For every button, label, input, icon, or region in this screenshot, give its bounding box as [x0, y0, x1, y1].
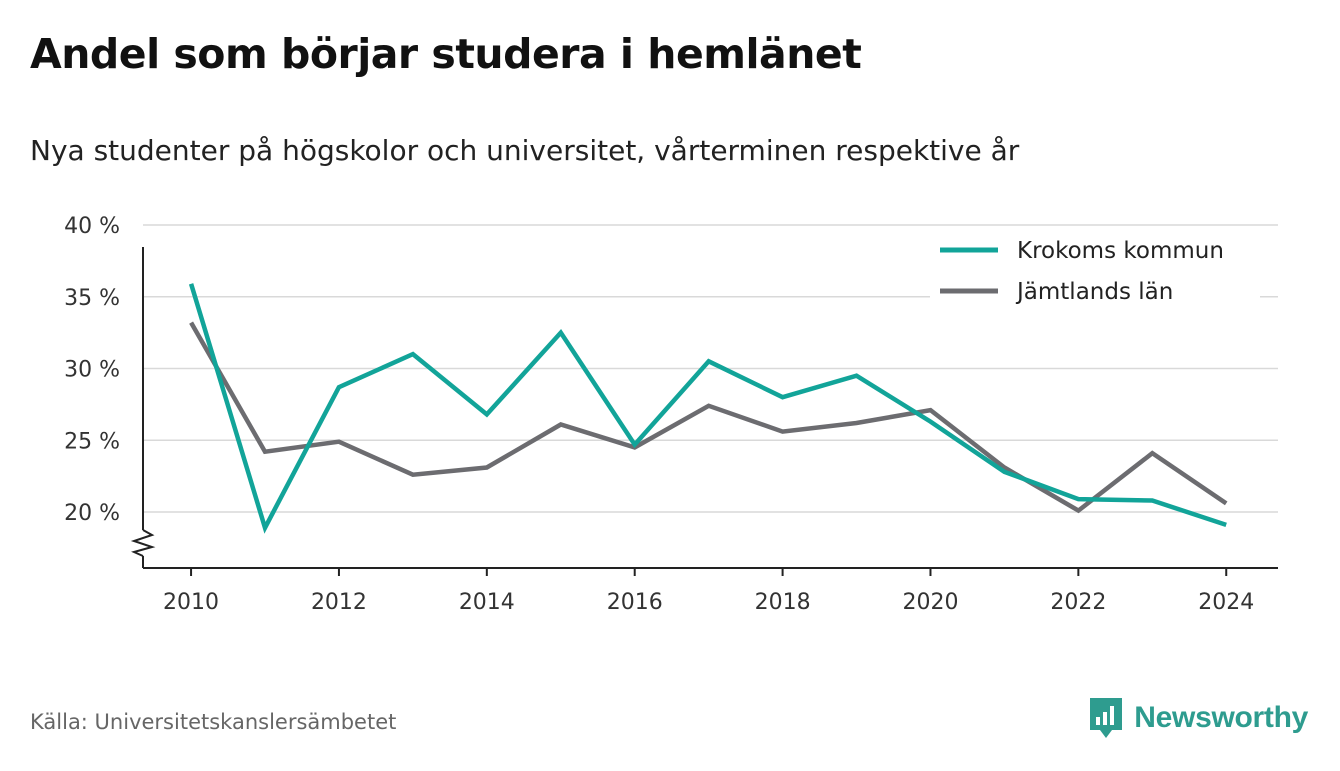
- y-axis-break-mark: [130, 529, 156, 557]
- source-note: Källa: Universitetskanslersämbetet: [30, 710, 397, 734]
- bar-chart-speech-bubble-icon: [1090, 698, 1123, 738]
- newsworthy-logo[interactable]: Newsworthy: [1088, 696, 1308, 740]
- x-tick-label: 2020: [902, 590, 958, 615]
- x-tick-label: 2012: [311, 590, 367, 615]
- series-lines: [188, 283, 1228, 534]
- axes: [130, 247, 1278, 576]
- x-tick-label: 2022: [1050, 590, 1106, 615]
- x-axis-labels: 2010 2012 2014 2016 2018 2020 2022 2024: [163, 590, 1254, 615]
- x-tick-label: 2014: [459, 590, 515, 615]
- x-tick-label: 2024: [1198, 590, 1254, 615]
- series-line-jämtlands-län: [189, 321, 1228, 514]
- legend: Krokoms kommun Jämtlands län: [930, 236, 1260, 305]
- legend-label: Jämtlands län: [1015, 279, 1173, 305]
- chart-subtitle: Nya studenter på högskolor och universit…: [30, 134, 1020, 167]
- brand-name: Newsworthy: [1134, 701, 1308, 734]
- legend-label: Krokoms kommun: [1017, 238, 1224, 264]
- x-tick-label: 2010: [163, 590, 219, 615]
- y-tick-label: 20 %: [64, 501, 120, 526]
- y-axis-labels: 20 % 25 % 30 % 35 % 40 %: [64, 214, 120, 526]
- y-tick-label: 40 %: [64, 214, 120, 239]
- y-tick-label: 30 %: [64, 358, 120, 383]
- line-chart: 20 %25 %30 %35 %40 % 2010 2012 2014 2016 201…: [64, 214, 1278, 615]
- series-line-krokoms-kommun: [188, 283, 1227, 534]
- y-tick-label: 35 %: [64, 286, 120, 311]
- legend-background: [930, 236, 1260, 298]
- x-tick-label: 2016: [607, 590, 663, 615]
- x-tick-label: 2018: [755, 590, 811, 615]
- y-tick-label: 25 %: [64, 429, 120, 454]
- chart-title: Andel som börjar studera i hemlänet: [30, 30, 862, 78]
